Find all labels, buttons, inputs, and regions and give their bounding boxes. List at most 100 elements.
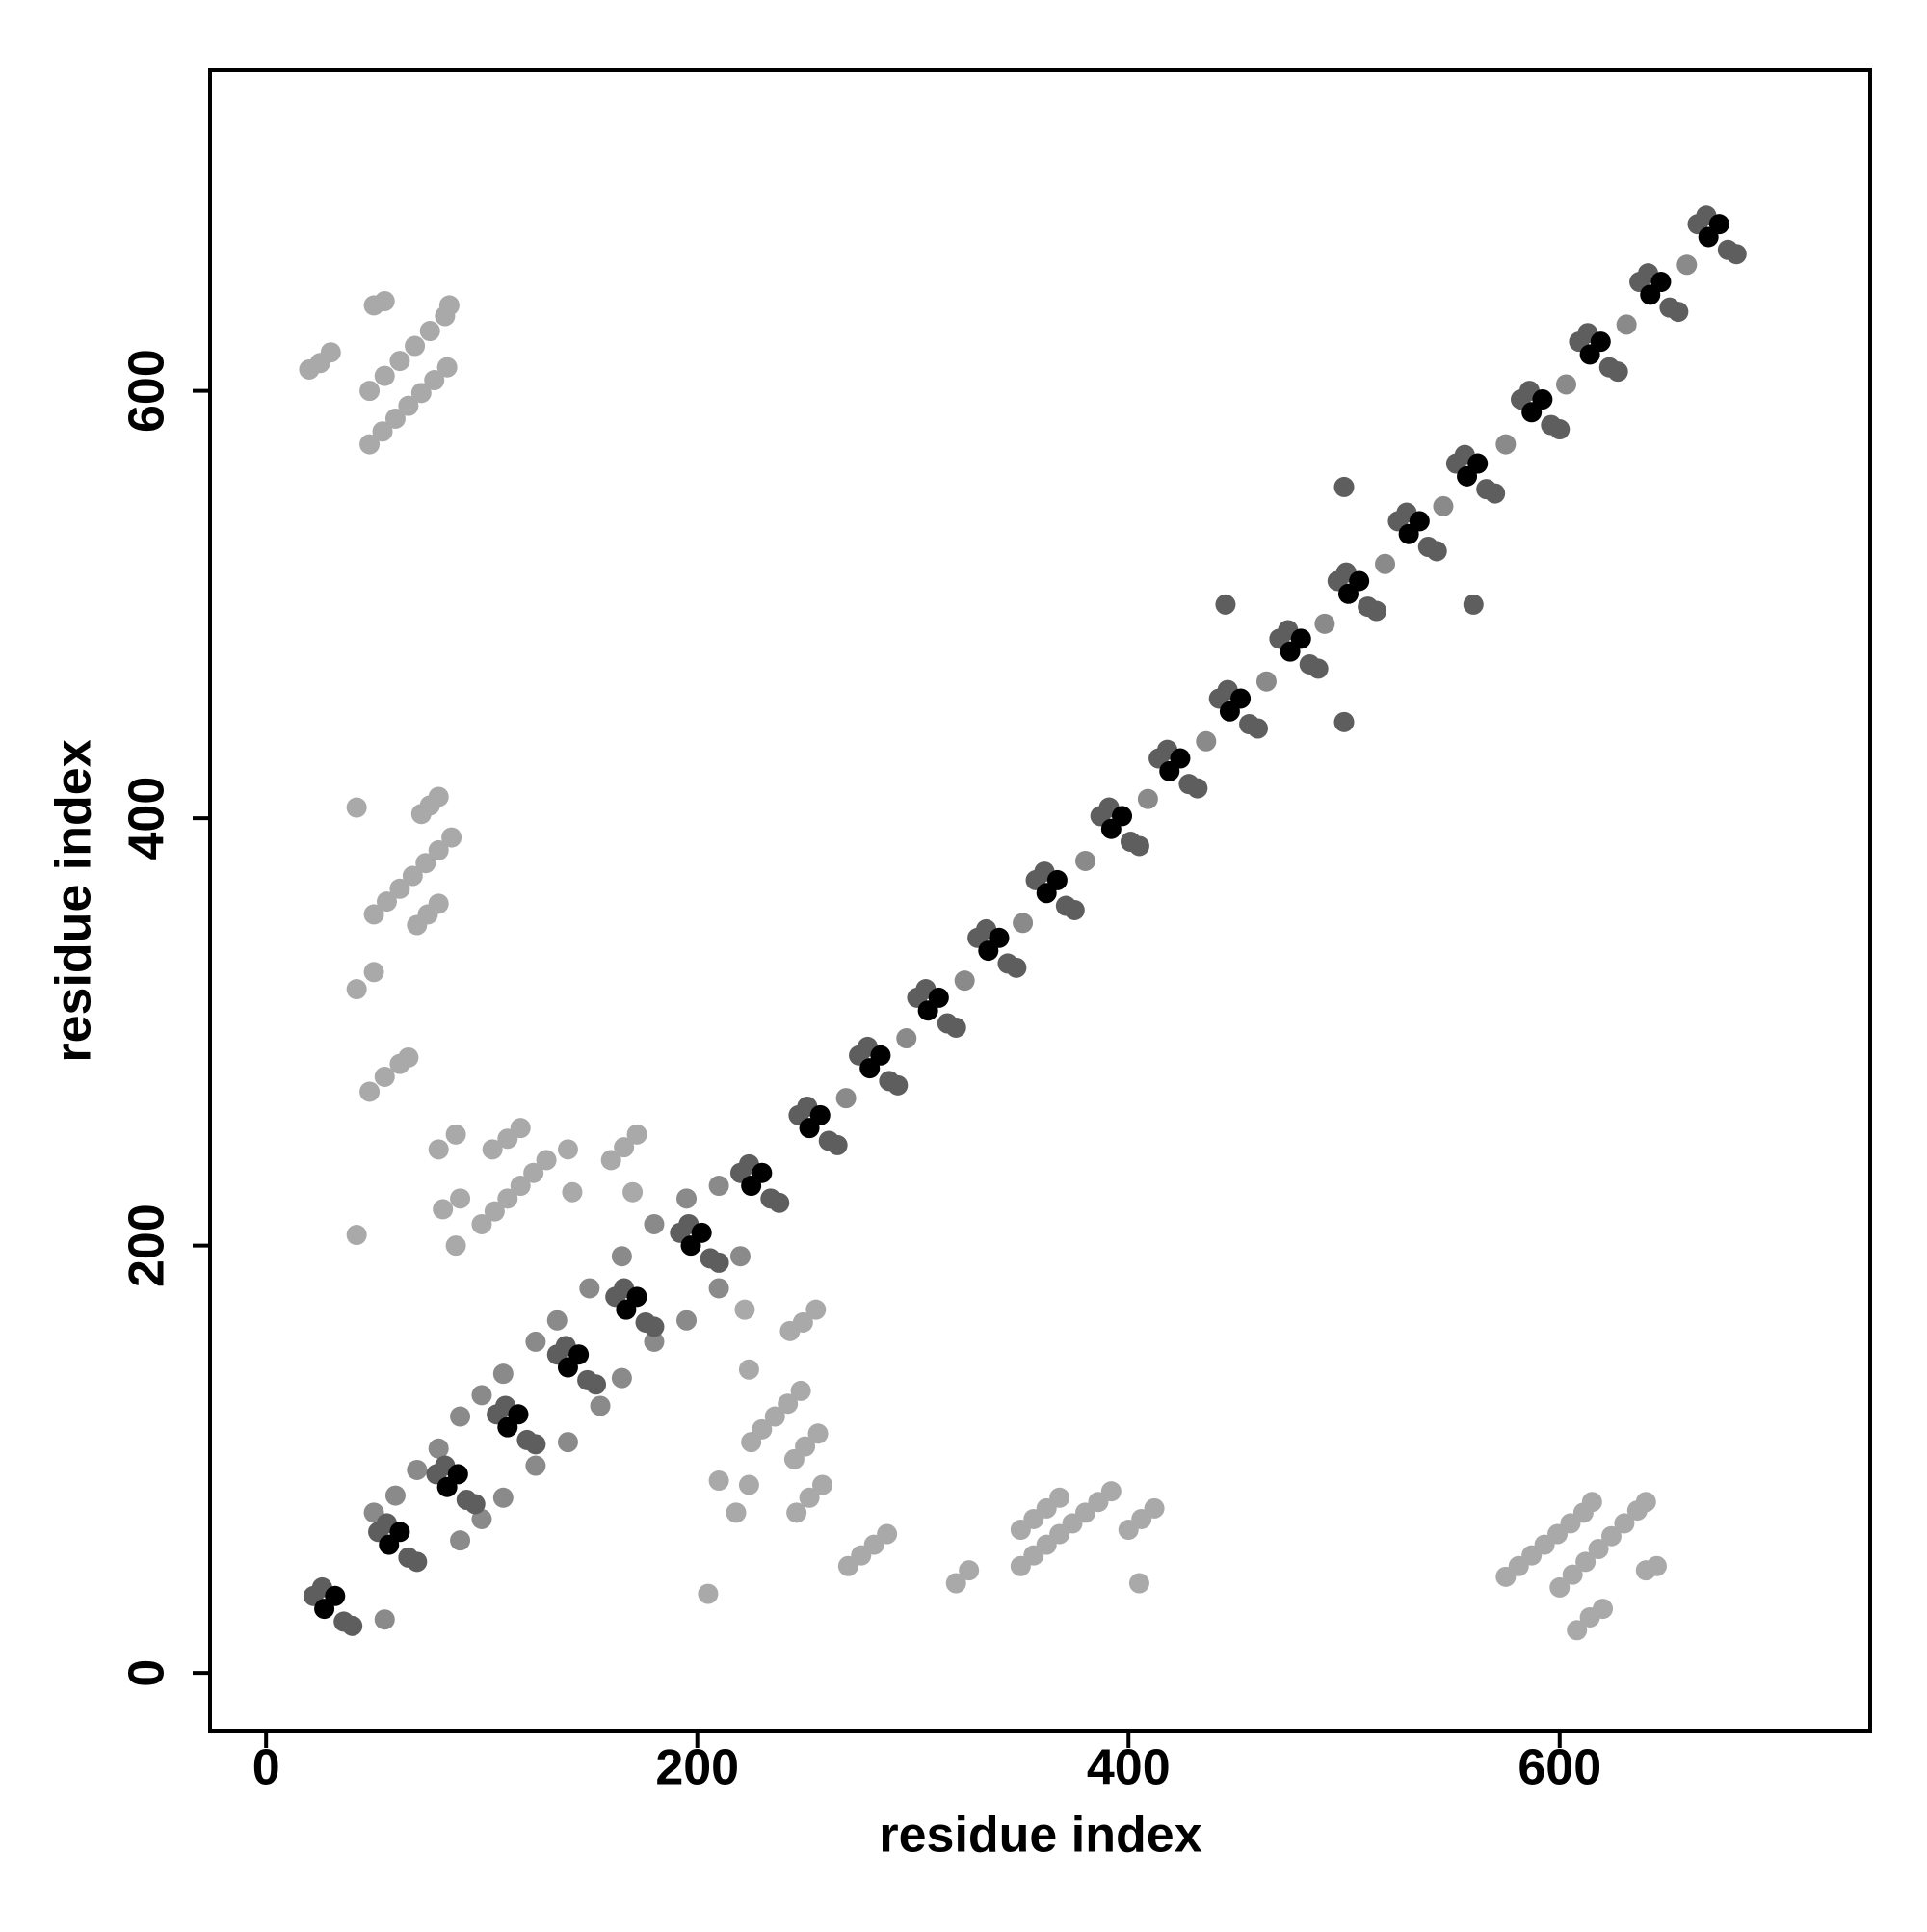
scatter-point [342,1615,363,1636]
scatter-point [1333,711,1355,732]
scatter-point [384,408,406,429]
scatter-point [428,839,449,860]
scatter-point [752,1162,773,1183]
scatter-point [644,1316,665,1337]
scatter-point [1255,671,1277,692]
scatter-point [1187,778,1208,799]
scatter-point [877,1523,898,1545]
scatter-point [1112,806,1133,827]
scatter-point [346,797,367,818]
scatter-point [644,1213,665,1234]
scatter-point [1668,302,1689,323]
scatter-point [384,1485,406,1506]
x-tick-label: 600 [1518,1740,1601,1796]
scatter-point [708,1278,729,1299]
scatter-point [508,1404,529,1425]
scatter-point [410,383,432,404]
scatter-point [1196,730,1217,752]
scatter-point [676,1188,698,1209]
scatter-point [1590,331,1611,353]
scatter-point [464,1494,486,1515]
scatter-point [1307,658,1329,679]
scatter-point [1467,453,1489,474]
scatter-point [1248,718,1269,739]
scatter-point [428,1139,449,1160]
scatter-point [546,1310,568,1331]
scatter-point [827,1134,848,1155]
scatter-point [1100,1481,1122,1502]
scatter-point [1375,553,1396,574]
scatter-point [626,1124,647,1145]
scatter-point [726,1502,747,1523]
scatter-point [928,987,949,1008]
scatter-point [402,865,423,887]
scatter-point [590,1395,611,1416]
scatter-point [1726,244,1747,265]
scatter-point [389,1522,410,1543]
scatter-point [769,1192,790,1213]
scatter-point [450,1188,471,1209]
scatter-point [1549,1576,1571,1598]
scatter-point [1614,1513,1635,1534]
scatter-point [734,1299,755,1320]
scatter-point [525,1331,546,1352]
scatter-point [359,381,381,402]
scatter-point [1562,1564,1583,1585]
scatter-point [1433,495,1454,516]
scatter-point [374,290,395,311]
scatter-point [1607,361,1628,383]
scatter-point [568,1344,590,1365]
scatter-point [1215,594,1236,615]
scatter-point [1064,899,1085,920]
scatter-point [359,1081,381,1102]
scatter-point [764,1406,785,1427]
scatter-point [691,1222,712,1243]
scatter-point [1646,1555,1667,1576]
scatter-point [525,1434,546,1455]
scatter-point [1314,613,1335,634]
y-tick-label: 400 [119,777,175,860]
y-axis-title: residue index [46,739,102,1062]
scatter-point [805,1299,827,1320]
scatter-point [433,1199,454,1220]
scatter-point [407,1459,428,1480]
scatter-point [450,1406,471,1427]
scatter-point [1426,541,1447,562]
scatter-point [1555,374,1576,395]
scatter-point [835,1088,857,1109]
scatter-point [359,434,381,455]
scatter-point [415,853,436,874]
scatter-point [1593,1599,1614,1620]
scatter-point [676,1310,698,1331]
scatter-point [374,365,395,386]
scatter-point [1366,600,1387,622]
scatter-point [525,1455,546,1476]
scatter-point [887,1074,909,1096]
y-tick-label: 200 [119,1204,175,1287]
scatter-point [536,1150,557,1171]
scatter-point [1333,476,1355,497]
scatter-point [484,1201,505,1222]
scatter-point [1600,1525,1622,1547]
scatter-point [1137,788,1158,809]
scatter-point [778,1393,799,1415]
scatter-point [586,1374,607,1395]
scatter-point [428,786,449,807]
scatter-point [441,827,462,848]
scatter-point [698,1583,719,1604]
scatter-point [557,1139,578,1160]
scatter-point [611,1246,632,1267]
scatter-point [510,1176,531,1197]
scatter-point [1532,388,1553,410]
scatter-point [738,1359,759,1380]
scatter-point [1635,1492,1656,1513]
scatter-point [405,335,426,357]
scatter-point [799,1487,820,1508]
scatter-point [363,904,384,925]
scatter-point [614,1137,635,1158]
scatter-point [790,1380,811,1401]
scatter-point [428,893,449,914]
scatter-point [1046,869,1068,890]
scatter-point [752,1418,773,1440]
scatter-point [1013,913,1034,934]
